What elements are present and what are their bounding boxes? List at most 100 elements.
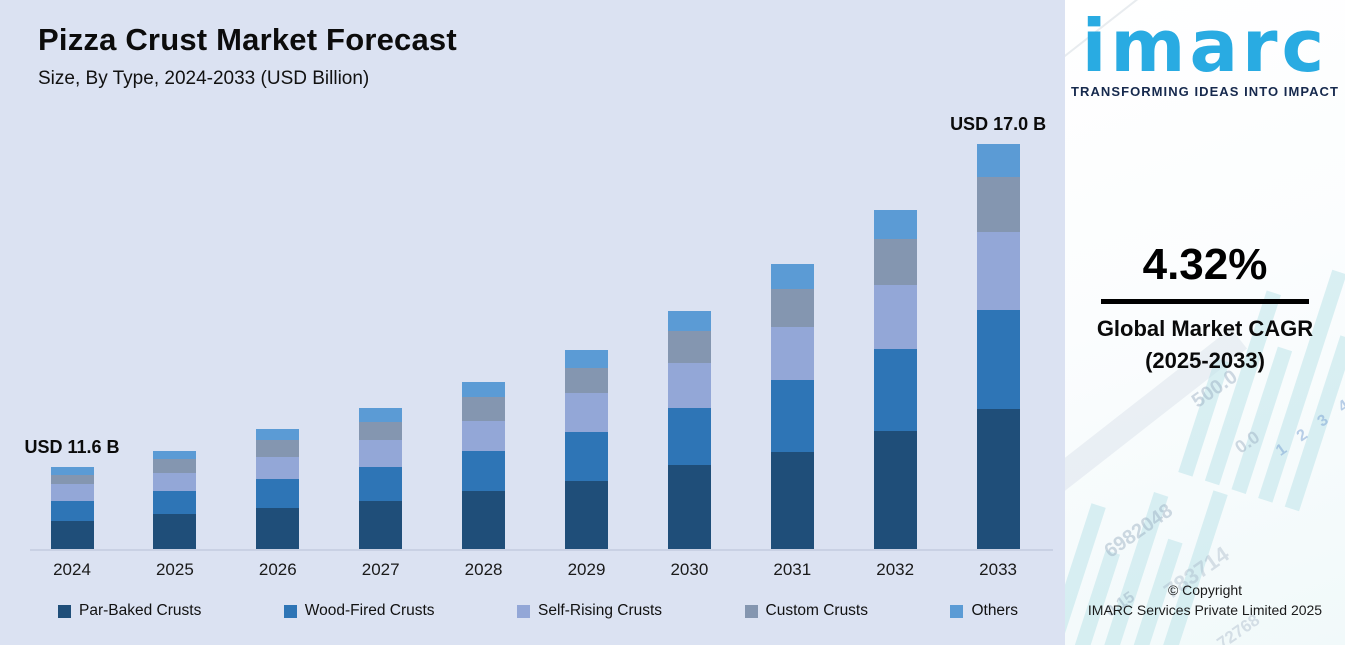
- segment-2024-custom-crusts: [50, 475, 94, 484]
- legend-label: Wood-Fired Crusts: [304, 602, 435, 619]
- value-label-2024: USD 11.6 B: [24, 437, 120, 457]
- segment-2033-self-rising-crusts: [976, 232, 1020, 310]
- bar-2029: [565, 350, 608, 549]
- segment-2030-others: [667, 311, 711, 331]
- copyright-block: © Copyright IMARC Services Private Limit…: [1065, 582, 1345, 618]
- x-axis-label-2027: 2027: [361, 560, 400, 579]
- segment-2024-others: [50, 467, 94, 475]
- segment-2030-wood-fired-crusts: [667, 408, 711, 465]
- segment-2032-self-rising-crusts: [873, 285, 917, 349]
- segment-2032-wood-fired-crusts: [873, 349, 917, 431]
- segment-2033-others: [976, 144, 1020, 177]
- segment-2026-wood-fired-crusts: [256, 479, 300, 508]
- bar-2030: [667, 311, 711, 549]
- x-axis-label-2030: 2030: [670, 560, 709, 579]
- imarc-logo: imarc TRANSFORMING IDEAS INTO IMPACT: [1065, 10, 1345, 99]
- bar-2032: [873, 210, 917, 549]
- segment-2033-custom-crusts: [976, 177, 1020, 232]
- segment-2024-par-baked-crusts: [50, 521, 94, 549]
- bar-2033: [976, 144, 1020, 549]
- legend-label: Par-Baked Crusts: [79, 602, 202, 619]
- segment-2029-self-rising-crusts: [565, 393, 608, 432]
- imarc-logo-wordmark: imarc: [1081, 4, 1329, 88]
- watermark-number: 0.0: [1231, 426, 1264, 458]
- segment-2032-par-baked-crusts: [873, 431, 917, 549]
- segment-2025-custom-crusts: [153, 459, 197, 473]
- watermark-stripe: [1065, 503, 1106, 645]
- cagr-block: 4.32% Global Market CAGR (2025-2033): [1065, 240, 1345, 374]
- cagr-divider: [1101, 299, 1309, 304]
- legend-item-self-rising-crusts: Self-Rising Crusts: [517, 602, 662, 620]
- x-axis-label-2033: 2033: [979, 560, 1017, 579]
- segment-2025-par-baked-crusts: [153, 514, 197, 549]
- legend-item-custom-crusts: Custom Crusts: [744, 602, 869, 620]
- segment-2026-others: [256, 429, 300, 440]
- chart-panel: Pizza Crust Market Forecast Size, By Typ…: [0, 0, 1065, 645]
- segment-2031-par-baked-crusts: [770, 452, 814, 549]
- copyright-symbol-line: © Copyright: [1167, 582, 1243, 598]
- segment-2028-self-rising-crusts: [462, 421, 506, 451]
- segment-2033-par-baked-crusts: [976, 409, 1020, 549]
- bar-2025: [153, 451, 197, 549]
- bar-2024: [50, 467, 94, 549]
- segment-2029-wood-fired-crusts: [565, 432, 608, 481]
- segment-2029-custom-crusts: [565, 368, 608, 393]
- legend-swatch: [950, 604, 964, 618]
- segment-2031-wood-fired-crusts: [770, 380, 814, 452]
- copyright-company-line: IMARC Services Private Limited 2025: [1087, 602, 1323, 618]
- segment-2027-custom-crusts: [359, 422, 403, 440]
- x-axis-label-2025: 2025: [155, 560, 194, 579]
- legend-swatch: [517, 604, 531, 618]
- segment-2026-self-rising-crusts: [256, 457, 300, 479]
- watermark-number: 6982048: [1100, 499, 1177, 563]
- x-axis-label-2024: 2024: [53, 560, 91, 579]
- x-axis-label-2031: 2031: [773, 560, 812, 579]
- segment-2028-others: [462, 382, 506, 397]
- cagr-value: 4.32%: [1142, 240, 1268, 289]
- legend-swatch: [744, 604, 758, 618]
- bar-2026: [256, 429, 300, 549]
- cagr-period: (2025-2033): [1145, 348, 1265, 373]
- legend-label: Others: [971, 602, 1018, 619]
- chart-legend: Par-Baked Crusts Wood-Fired Crusts Self-Ri…: [58, 602, 1018, 620]
- segment-2027-wood-fired-crusts: [359, 467, 403, 501]
- segment-2024-wood-fired-crusts: [50, 501, 94, 521]
- segment-2027-self-rising-crusts: [359, 440, 403, 467]
- segment-2030-custom-crusts: [667, 331, 711, 363]
- imarc-logo-tagline: TRANSFORMING IDEAS INTO IMPACT: [1071, 84, 1339, 99]
- segment-2028-wood-fired-crusts: [462, 451, 506, 491]
- x-axis-label-2029: 2029: [567, 560, 606, 579]
- segment-2029-others: [565, 350, 608, 368]
- segment-2025-self-rising-crusts: [153, 473, 197, 491]
- segment-2026-custom-crusts: [256, 440, 300, 457]
- x-axis-label-2032: 2032: [876, 560, 915, 579]
- cagr-label: Global Market CAGR: [1096, 316, 1314, 341]
- segment-2027-others: [359, 408, 403, 422]
- segment-2032-custom-crusts: [873, 239, 917, 285]
- segment-2029-par-baked-crusts: [565, 481, 608, 549]
- segment-2032-others: [873, 210, 917, 239]
- segment-2031-others: [770, 264, 814, 289]
- watermark-number: 1 2 3 4: [1273, 393, 1345, 460]
- value-label-2033: USD 17.0 B: [950, 114, 1047, 134]
- segment-2030-self-rising-crusts: [667, 363, 711, 408]
- segment-2031-custom-crusts: [770, 289, 814, 327]
- segment-2033-wood-fired-crusts: [976, 310, 1020, 409]
- legend-item-par-baked-crusts: Par-Baked Crusts: [58, 602, 201, 620]
- segment-2028-par-baked-crusts: [462, 491, 506, 549]
- segment-2028-custom-crusts: [462, 397, 506, 421]
- legend-swatch: [58, 604, 71, 618]
- bar-2028: [462, 382, 506, 549]
- x-axis-label-2026: 2026: [258, 560, 297, 579]
- legend-item-wood-fired-crusts: Wood-Fired Crusts: [283, 602, 435, 620]
- segment-2031-self-rising-crusts: [770, 327, 814, 380]
- bar-2027: [359, 408, 403, 549]
- plot-area: [30, 0, 1053, 551]
- bar-2031: [770, 264, 814, 549]
- segment-2026-par-baked-crusts: [256, 508, 300, 549]
- segment-2027-par-baked-crusts: [359, 501, 403, 549]
- x-axis-label-2028: 2028: [464, 560, 503, 579]
- legend-label: Custom Crusts: [765, 602, 869, 619]
- sidebar: 500.0 0.0 1 2 3 4 6982048 783714 0.15 72…: [1065, 0, 1345, 645]
